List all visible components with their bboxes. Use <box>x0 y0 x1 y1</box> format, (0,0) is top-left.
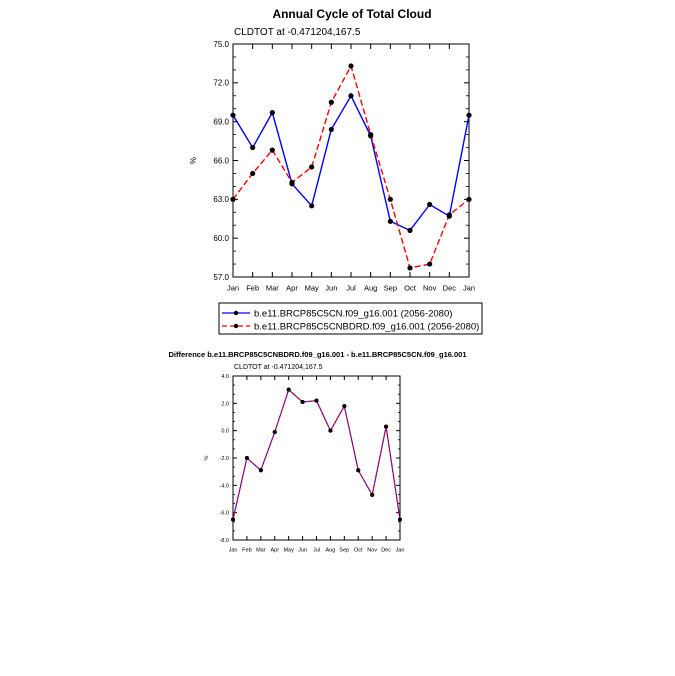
x-tick-label: Sep <box>339 548 349 554</box>
x-tick-label: Dec <box>381 548 391 554</box>
data-point <box>328 99 334 105</box>
series-line-2 <box>232 388 401 520</box>
y-tick-label: 2.0 <box>221 401 229 407</box>
x-tick-label: Apr <box>270 548 279 554</box>
data-point <box>309 203 315 209</box>
x-tick-label: Mar <box>256 548 266 554</box>
data-point <box>250 170 256 177</box>
data-point <box>368 132 374 138</box>
data-point <box>309 164 315 170</box>
data-point <box>328 428 333 433</box>
y-tick-label: -4.0 <box>220 483 229 489</box>
y-tick-label: 75.0 <box>213 40 229 49</box>
y-tick-label: 57.0 <box>213 273 229 282</box>
data-point <box>314 398 319 403</box>
data-point <box>427 201 433 208</box>
data-point <box>258 468 263 473</box>
data-point <box>356 468 361 473</box>
data-point <box>342 404 347 409</box>
chart-subtitle: CLDTOT at -0.471204,167.5 <box>234 364 323 371</box>
data-point <box>244 456 249 460</box>
data-point <box>230 112 236 118</box>
x-tick-label: Aug <box>326 548 336 554</box>
data-point <box>387 196 393 202</box>
chart-title: Annual Cycle of Total Cloud <box>272 7 431 21</box>
data-point <box>231 517 235 522</box>
chart-subtitle: CLDTOT at -0.471204,167.5 <box>234 27 361 38</box>
y-tick-label: -8.0 <box>220 538 229 544</box>
x-tick-label: Mar <box>266 284 279 293</box>
plot-frame <box>232 43 470 278</box>
x-tick-label: May <box>283 548 294 554</box>
series-line-1 <box>232 388 401 520</box>
x-tick-label: Jun <box>298 548 307 554</box>
data-point <box>289 179 295 186</box>
data-point <box>466 112 472 118</box>
legend-label-2: b.e11.BRCP85C5CNBDRD.f09_g16.001 (2056-2… <box>254 321 479 332</box>
data-point <box>407 265 413 271</box>
data-point <box>269 110 275 116</box>
x-tick-label: Jul <box>313 548 320 554</box>
x-tick-label: Aug <box>364 284 377 293</box>
y-tick-label: -2.0 <box>220 456 229 462</box>
x-tick-label: Jan <box>396 548 405 554</box>
data-point <box>250 144 256 151</box>
data-point <box>384 424 389 429</box>
x-tick-label: Sep <box>384 284 397 293</box>
x-tick-label: Apr <box>286 284 298 293</box>
y-tick-label: 0.0 <box>221 429 229 435</box>
legend-frame <box>218 302 483 335</box>
x-tick-label: May <box>305 284 319 293</box>
chart-2: Difference b.e11.BRCP85C5CNBDRD.f09_g16.… <box>168 350 466 554</box>
y-tick-label: 60.0 <box>213 234 229 243</box>
y-axis-label: % <box>204 455 210 460</box>
data-point <box>407 227 413 233</box>
data-point <box>272 430 277 435</box>
data-point <box>427 261 433 267</box>
data-point <box>348 63 354 69</box>
data-point <box>348 93 354 99</box>
x-tick-label: Oct <box>354 548 363 554</box>
chart-title: Difference b.e11.BRCP85C5CNBDRD.f09_g16.… <box>168 350 466 359</box>
y-tick-label: 69.0 <box>213 118 229 127</box>
x-tick-label: Jan <box>227 284 239 293</box>
y-tick-label: 66.0 <box>213 156 229 165</box>
x-tick-label: Dec <box>443 284 457 293</box>
x-tick-label: Jun <box>325 284 337 293</box>
legend-marker <box>233 323 239 329</box>
legend-label-1: b.e11.BRCP85C5CN.f09_g16.001 (2056-2080) <box>254 308 452 319</box>
x-tick-label: Jul <box>346 284 356 293</box>
data-point <box>269 147 275 153</box>
series-line-1 <box>232 94 470 232</box>
x-tick-label: Oct <box>404 284 417 293</box>
y-tick-label: -6.0 <box>220 511 229 517</box>
legend-marker <box>233 310 239 316</box>
x-tick-label: Nov <box>367 548 377 554</box>
data-point <box>398 517 402 522</box>
data-point <box>370 492 375 497</box>
x-tick-label: Feb <box>242 548 251 554</box>
data-point <box>230 196 236 202</box>
data-point <box>446 212 452 218</box>
y-tick-label: 4.0 <box>221 374 229 380</box>
x-tick-label: Jan <box>463 284 475 293</box>
data-point <box>286 387 291 392</box>
x-tick-label: Nov <box>423 284 437 293</box>
legend: b.e11.BRCP85C5CN.f09_g16.001 (2056-2080)… <box>218 302 483 335</box>
data-point <box>466 196 472 202</box>
x-tick-label: Feb <box>246 284 259 293</box>
chart-1: Annual Cycle of Total Cloud CLDTOT at -0.… <box>189 7 483 335</box>
y-tick-label: 72.0 <box>213 79 229 88</box>
data-point <box>328 126 334 133</box>
y-tick-label: 63.0 <box>213 195 229 204</box>
data-point <box>387 218 393 224</box>
x-tick-label: Jan <box>229 548 238 554</box>
y-axis-label: % <box>189 157 198 164</box>
data-point <box>300 399 305 404</box>
